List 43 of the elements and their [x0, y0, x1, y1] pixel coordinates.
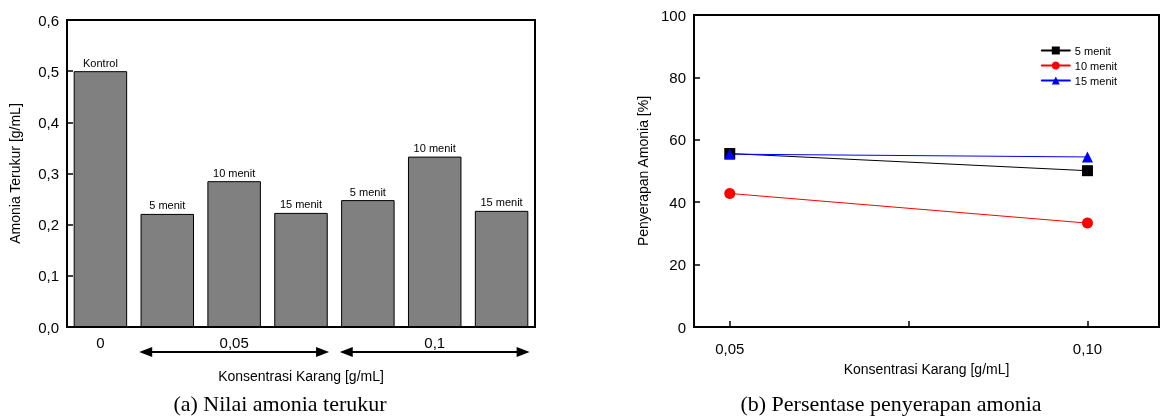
x-tick-label: 0,10 [1072, 340, 1103, 357]
x-tick-label: 0 [96, 334, 105, 351]
y-axis-title: Penyerapan Amonia [%] [635, 95, 652, 247]
bar [140, 213, 195, 327]
y-axis-title: Amonia Terukur [g/mL] [7, 103, 23, 244]
y-tick-label: 40 [669, 193, 686, 211]
annotation: 10 menit [213, 166, 256, 179]
annotation: 5 menit [149, 199, 186, 212]
y-tick-label: 0,4 [38, 113, 59, 131]
text: (a) Nilai amonia terukur [173, 390, 388, 416]
bar [407, 156, 462, 327]
bar [341, 200, 395, 327]
bar [274, 212, 328, 327]
annotation: Kontrol [83, 56, 118, 69]
bar [474, 210, 529, 327]
y-tick-label: 0 [677, 318, 686, 336]
point [1081, 165, 1093, 177]
text: (b) Persentase penyerapan amonia [740, 390, 1042, 416]
annotation: 15 menit [279, 198, 323, 211]
y-tick-label: 0,0 [38, 318, 59, 336]
y-tick-label: 100 [660, 6, 686, 24]
x-tick-label: 0,05 [715, 340, 745, 357]
point [724, 187, 736, 199]
y-tick-label: 60 [669, 131, 686, 149]
point [1081, 217, 1093, 229]
y-tick-label: 0,1 [38, 267, 59, 285]
annotation: 15 menit [480, 196, 523, 209]
annotation: 10 menit [413, 142, 456, 155]
y-tick-label: 0,2 [38, 216, 59, 234]
x-axis-title: Konsentrasi Karang [g/mL] [843, 361, 1010, 377]
x-tick-label: 0,05 [219, 334, 249, 351]
y-tick-label: 0,5 [38, 62, 59, 80]
y-tick-label: 0,3 [38, 165, 59, 182]
annotation: 5 menit [349, 185, 386, 198]
bar [207, 181, 261, 327]
y-tick-label: 0,6 [38, 11, 59, 29]
x-tick-label: 0,1 [424, 334, 446, 351]
x-axis-title: Konsentrasi Karang [g/mL] [218, 368, 384, 384]
legend-label: 15 menit [1074, 74, 1118, 87]
y-tick-label: 20 [669, 256, 686, 274]
legend-label: 10 menit [1074, 59, 1118, 72]
legend-label: 5 menit [1074, 44, 1111, 57]
y-tick-label: 80 [669, 68, 686, 86]
